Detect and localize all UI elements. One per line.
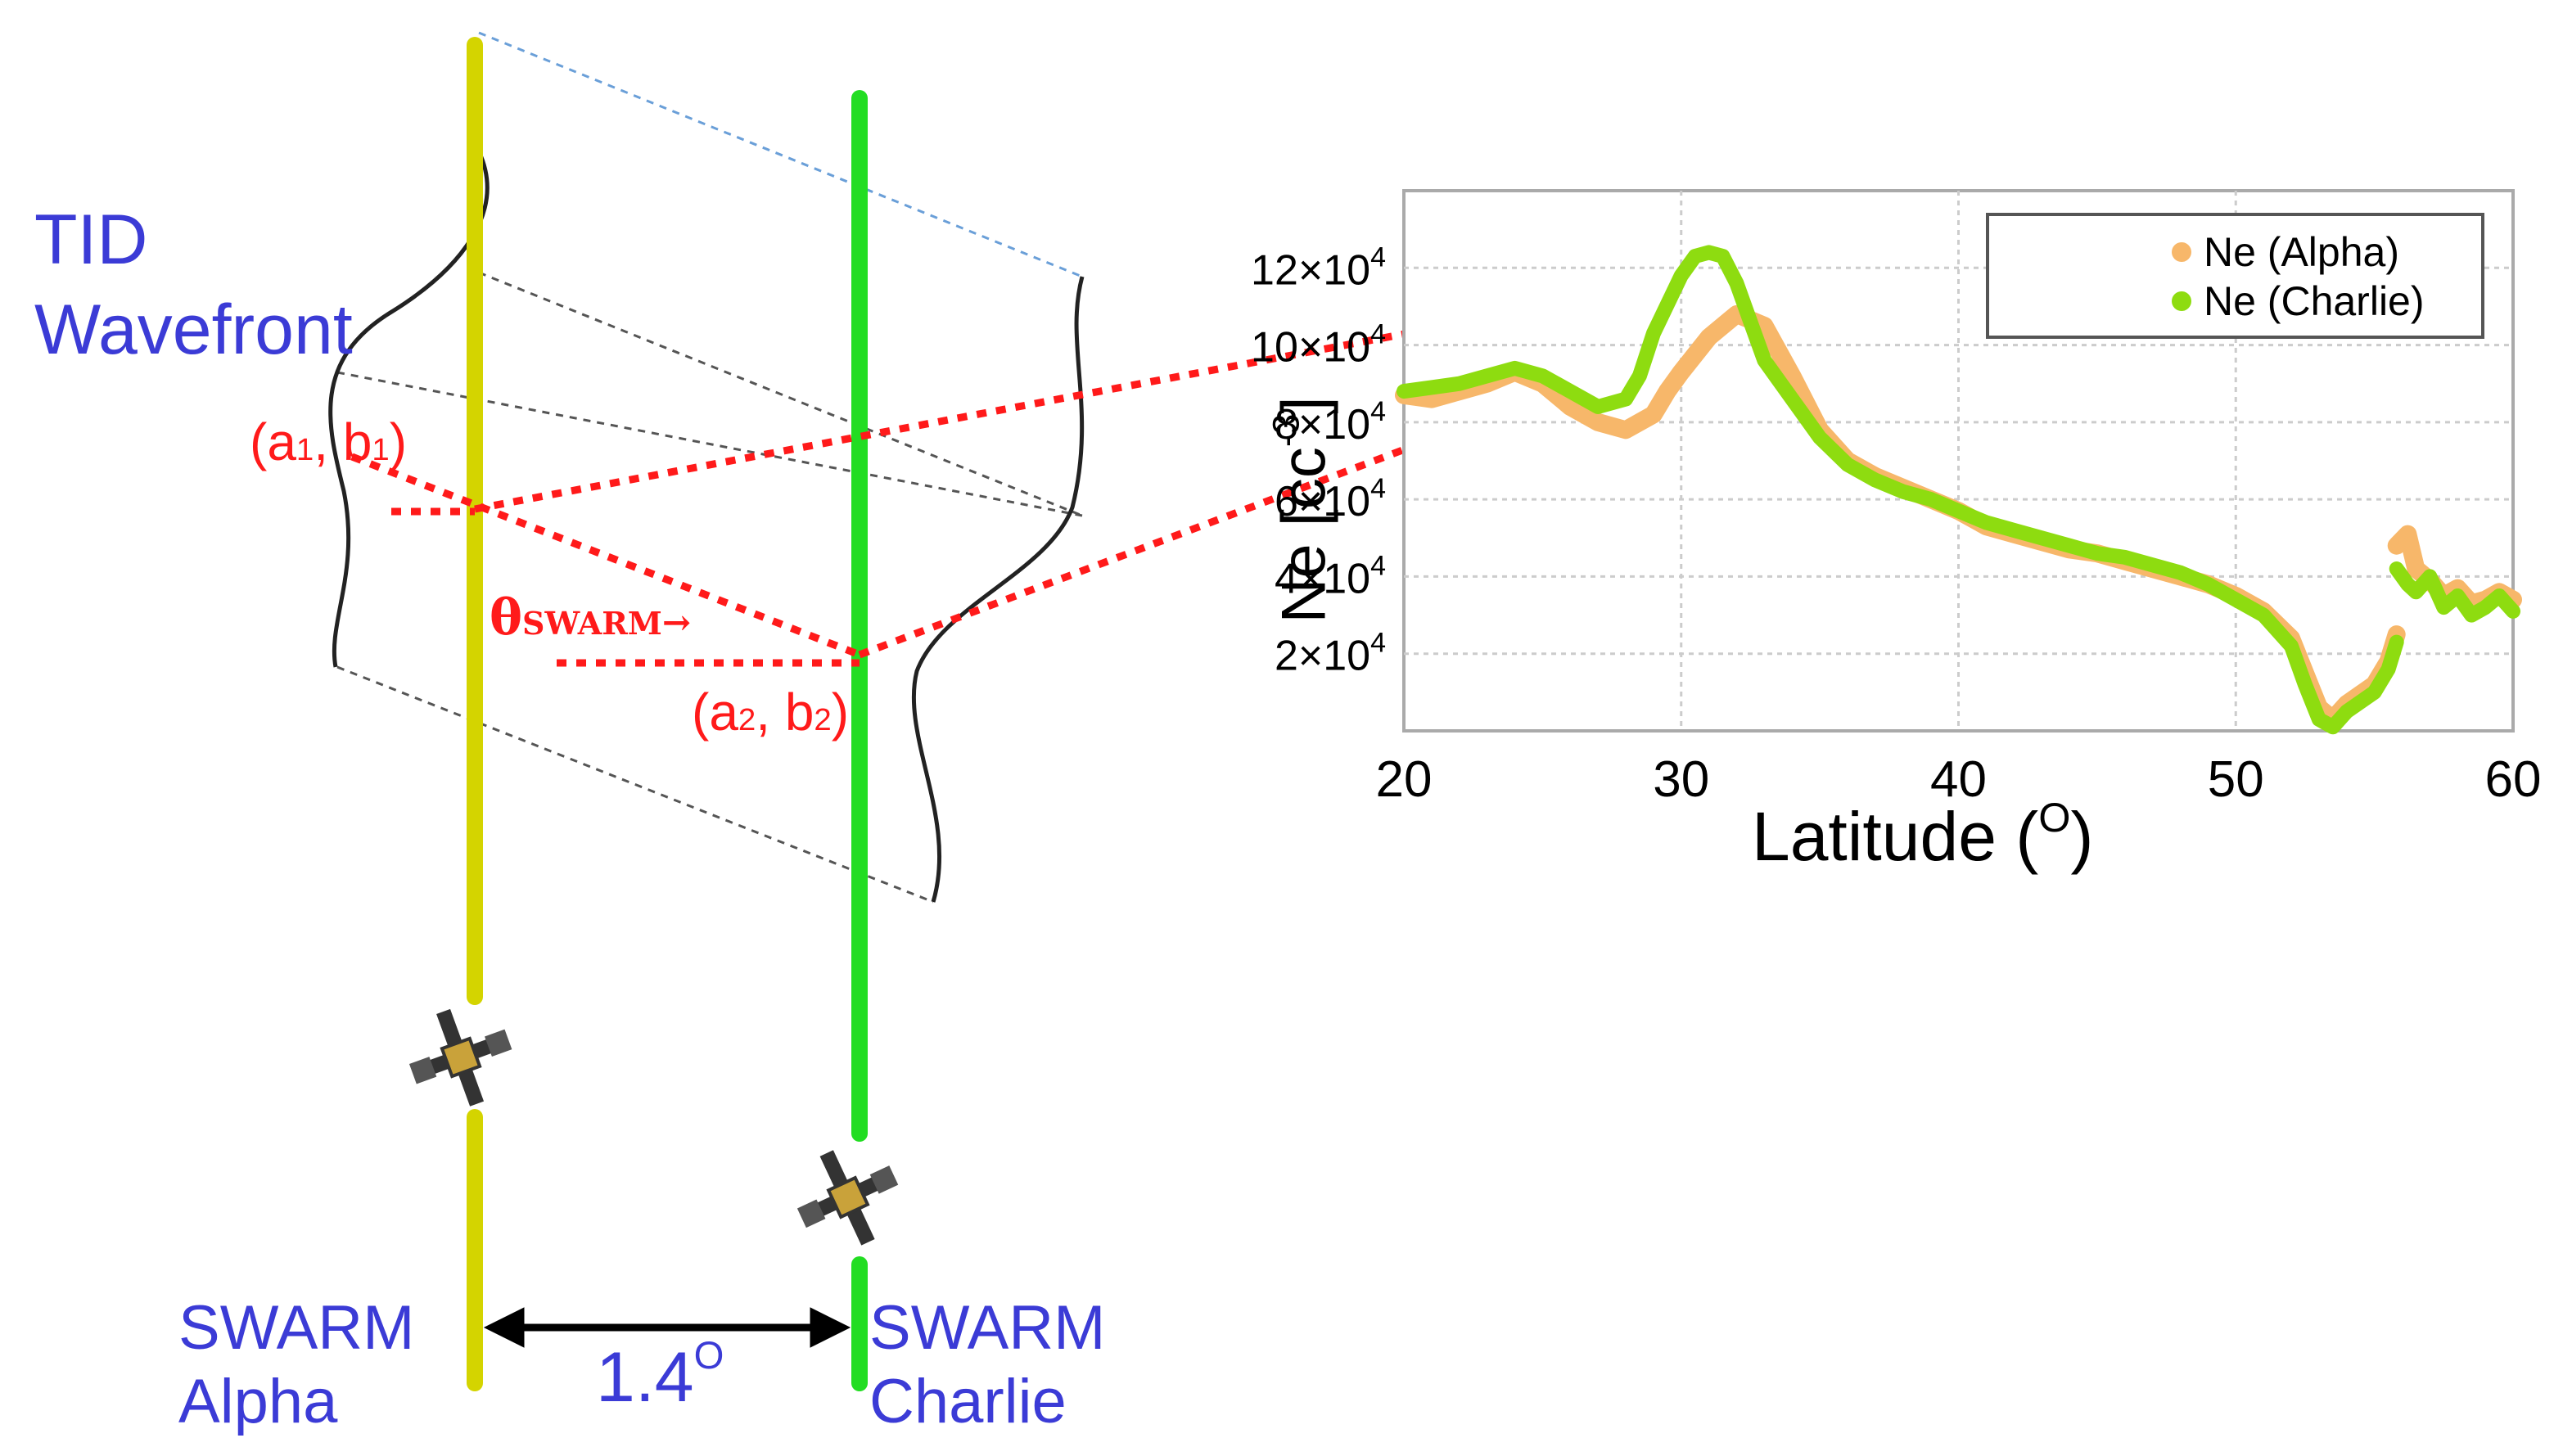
y-tick-labels: 2×104 4×104 6×104 8×104 10×104 12×104 (1251, 241, 1386, 679)
satellite-icon (408, 1008, 512, 1107)
ray-point1-to-chart (474, 279, 1675, 513)
legend-swatch-charlie (2172, 291, 2191, 311)
y-tick-label: 4×104 (1275, 550, 1386, 602)
legend-label-alpha: Ne (Alpha) (2204, 229, 2399, 275)
x-tick-labels: 20 30 40 50 60 (1376, 751, 2542, 808)
y-tick-label: 2×104 (1275, 628, 1386, 680)
y-axis-label-sup: -3 (1265, 413, 1307, 448)
point1-open: (a (250, 412, 296, 471)
separation-arrowhead-left (483, 1307, 525, 1348)
wavefront-planes (336, 31, 1083, 904)
separation-arrowhead-right (810, 1307, 851, 1348)
point2-close: ) (831, 683, 850, 742)
x-axis-label: Latitude (O) (1752, 796, 2093, 871)
point1-sub-b: 1 (372, 432, 390, 467)
ray-to-point2 (350, 453, 861, 659)
legend-box (1986, 213, 2484, 339)
x-axis-label-text: Latitude ( (1752, 798, 2039, 875)
ne-chart: 2×104 4×104 6×104 8×104 10×104 12×104 20 30 40 5… (1251, 189, 2542, 808)
plane-mid-edge (478, 271, 1083, 517)
satellite-icon (796, 1150, 899, 1246)
y-axis-label-close: ] (1269, 396, 1339, 414)
separation-value: 1.4 (596, 1338, 694, 1417)
point1-label: (a1, b1) (250, 416, 407, 468)
y-tick-label: 10×104 (1251, 319, 1386, 372)
y-tick-label: 12×104 (1251, 241, 1386, 294)
separation-arrow (483, 1307, 851, 1348)
plane-bottom-edge (336, 665, 934, 904)
tid-label-line1: TID (34, 201, 148, 279)
point2-label: (a2, b2) (692, 686, 849, 738)
wavefront-curve-right (911, 276, 1085, 903)
chart-series (1395, 245, 2522, 735)
x-tick-label: 30 (1653, 751, 1709, 808)
theta-arrow: → (661, 602, 692, 642)
theta-swarm-label: θSWARM→ (490, 593, 691, 642)
sat-charlie-label-line2: Charlie (869, 1367, 1067, 1436)
point1-sub-a: 1 (296, 432, 314, 467)
point2-sub-b: 2 (814, 702, 832, 737)
plane-low-edge (336, 371, 1083, 517)
y-tick-label: 6×104 (1275, 473, 1386, 525)
tid-label-line2: Wavefront (34, 291, 353, 369)
x-axis-label-sup: O (2038, 793, 2071, 841)
point1-mid: , b (314, 412, 372, 471)
theta-subscript: SWARM (522, 605, 662, 642)
x-tick-label: 20 (1376, 751, 1433, 808)
x-tick-label: 50 (2208, 751, 2264, 808)
series-line (2389, 561, 2520, 623)
x-axis-label-close: ) (2070, 798, 2094, 875)
separation-degree: O (693, 1333, 724, 1377)
plane-top-edge (478, 31, 1083, 278)
point2-mid: , b (756, 683, 814, 742)
sat-alpha-label-line2: Alpha (178, 1367, 338, 1436)
series-line (1397, 245, 2404, 735)
x-tick-label: 60 (2485, 751, 2542, 808)
wavefront-curves (328, 150, 1085, 903)
separation-label: 1.4O (596, 1337, 724, 1413)
point2-sub-a: 2 (738, 702, 756, 737)
y-tick-label: 8×104 (1275, 396, 1386, 449)
y-axis-label: Ne [cc-3] (1266, 396, 1339, 623)
legend-swatch-alpha (2172, 242, 2191, 262)
x-tick-label: 40 (1930, 751, 1987, 808)
legend: Ne (Alpha) Ne (Charlie) (1986, 213, 2484, 339)
y-axis-label-text: Ne [cc (1269, 447, 1339, 624)
theta-symbol: θ (490, 589, 523, 647)
sat-alpha-label-line1: SWARM (178, 1293, 415, 1363)
point2-open: (a (692, 683, 738, 742)
wavefront-curve-left (328, 150, 490, 668)
legend-label-charlie: Ne (Charlie) (2204, 278, 2425, 324)
sat-charlie-label-line1: SWARM (869, 1293, 1106, 1363)
point1-close: ) (389, 412, 408, 471)
